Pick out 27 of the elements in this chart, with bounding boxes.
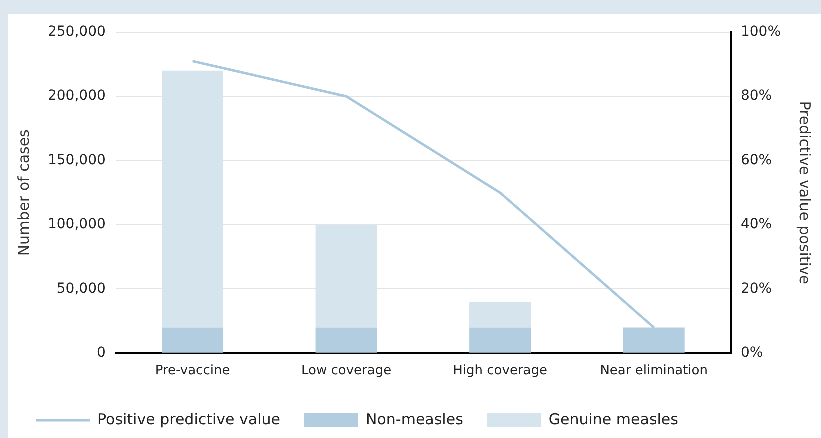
y2-tick-label: 0% xyxy=(740,345,764,362)
y-tick-label: 250,000 xyxy=(48,24,106,40)
y-tick-label: 0 xyxy=(96,345,106,362)
bar xyxy=(162,70,224,328)
x-tick-label: Near elimination xyxy=(600,364,708,379)
legend-label: Positive predictive value xyxy=(98,410,281,428)
legend-label: Genuine measles xyxy=(548,410,679,428)
x-tick-label: Pre-vaccine xyxy=(155,364,230,379)
legend-label: Non-measles xyxy=(366,410,464,428)
y2-tick-label: 40% xyxy=(740,216,772,233)
y2-tick-label: 20% xyxy=(740,280,772,297)
bar xyxy=(470,302,532,328)
y2-tick-label: 100% xyxy=(740,24,782,40)
bar xyxy=(316,225,378,328)
bar xyxy=(316,328,378,353)
bar xyxy=(162,328,224,353)
x-tick-label: Low coverage xyxy=(302,364,392,379)
y-axis-title: Number of cases xyxy=(14,129,33,256)
y-tick-label: 150,000 xyxy=(48,152,106,168)
y-tick-label: 200,000 xyxy=(48,88,106,104)
y-tick-label: 50,000 xyxy=(56,280,106,297)
y2-tick-label: 60% xyxy=(740,152,772,168)
bar xyxy=(470,328,532,353)
y2-tick-label: 80% xyxy=(740,88,772,104)
x-tick-label: High coverage xyxy=(453,364,548,379)
y2-axis-title: Predictive value positive xyxy=(796,101,814,285)
y-tick-label: 100,000 xyxy=(48,216,106,233)
